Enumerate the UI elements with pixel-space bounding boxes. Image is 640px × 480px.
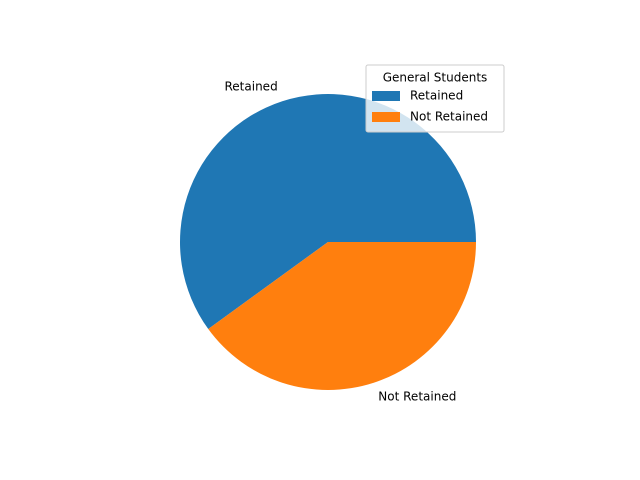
pie-slice-not-retained: [208, 242, 476, 390]
pie-label-retained: Retained: [225, 80, 278, 94]
pie-slice-labels: Retained Not Retained: [225, 80, 457, 404]
pie-slice-retained: [180, 94, 477, 329]
legend-items: Retained Not Retained: [372, 89, 488, 124]
pie-slices: [180, 94, 477, 390]
legend-title: General Students: [383, 71, 488, 85]
legend-label-not-retained: Not Retained: [410, 110, 488, 124]
pie-label-not-retained: Not Retained: [378, 389, 456, 403]
legend: General Students Retained Not Retained: [365, 64, 505, 133]
legend-label-retained: Retained: [410, 89, 463, 103]
legend-swatch-retained: [372, 91, 400, 101]
legend-frame: [365, 64, 505, 133]
legend-swatch-not-retained: [372, 112, 400, 122]
